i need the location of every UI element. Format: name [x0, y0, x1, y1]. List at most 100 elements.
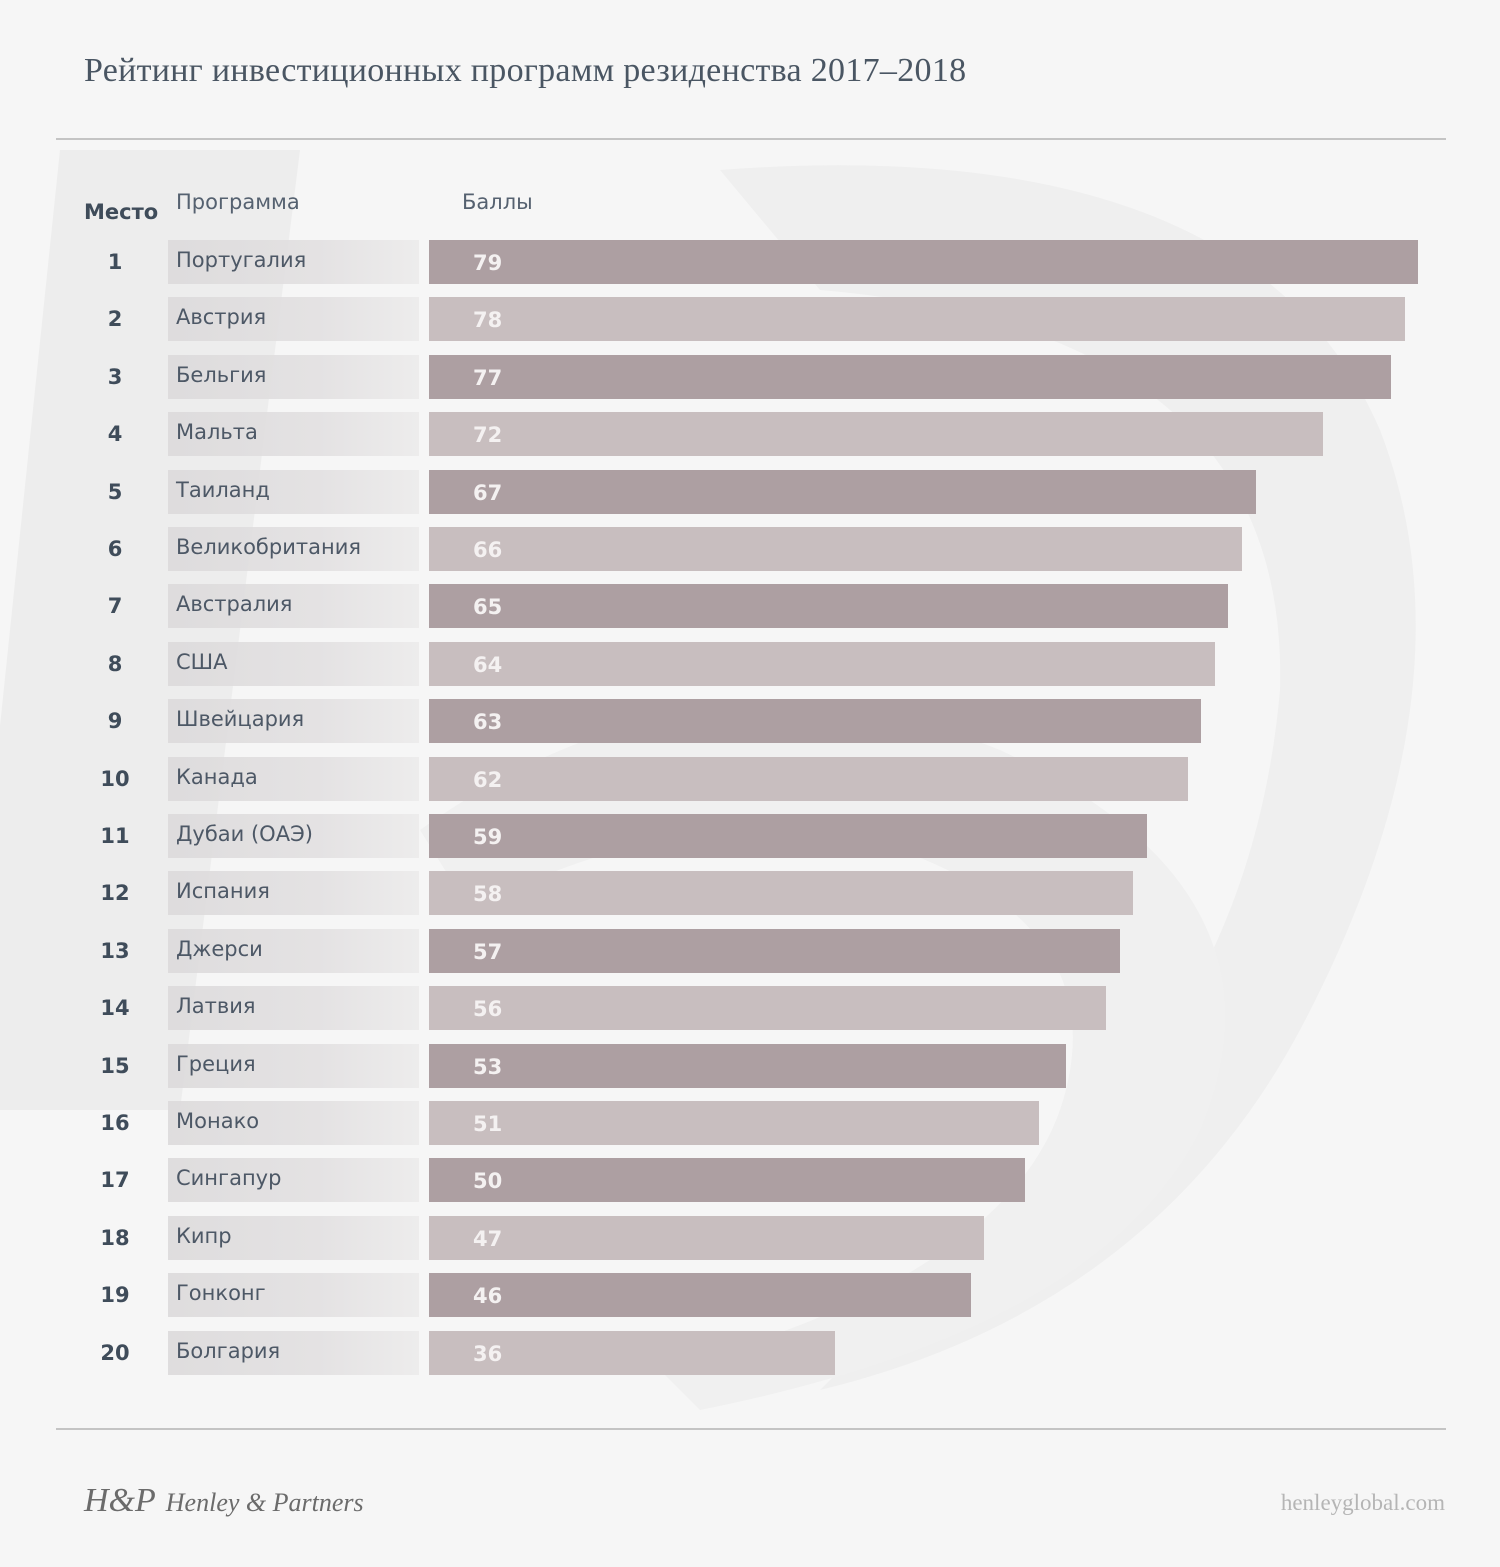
table-row: 15 Греция 53 [0, 1043, 1500, 1088]
bar: 77 [429, 354, 1392, 399]
table-row: 17 Сингапур 50 [0, 1158, 1500, 1203]
program-cell: Австралия [168, 584, 419, 629]
category-label: Португалия [176, 248, 307, 272]
data-label: 77 [473, 365, 503, 390]
data-label: 78 [473, 308, 503, 333]
bar: 78 [429, 297, 1405, 342]
table-row: 14 Латвия 56 [0, 986, 1500, 1031]
henley-partners-logo: H&P Henley & Partners [84, 1482, 364, 1520]
table-row: 20 Болгария 36 [0, 1330, 1500, 1375]
data-label: 62 [473, 767, 503, 792]
bar: 64 [429, 641, 1215, 686]
rank-label: 19 [100, 1283, 130, 1308]
top-divider [56, 138, 1446, 140]
brand-name: Henley & Partners [165, 1488, 364, 1517]
table-row: 11 Дубаи (ОАЭ) 59 [0, 814, 1500, 858]
bar: 62 [429, 756, 1188, 801]
category-label: Сингапур [176, 1166, 282, 1191]
program-cell: Таиланд [168, 469, 419, 514]
program-cell: Швейцария [168, 699, 419, 744]
category-label: Монако [176, 1109, 260, 1133]
data-label: 79 [473, 251, 503, 275]
rank-label: 1 [107, 250, 123, 274]
rank-label: 10 [100, 766, 130, 791]
category-label: Болгария [176, 1338, 281, 1363]
program-cell: Великобритания [168, 527, 419, 571]
bar: 66 [429, 527, 1242, 571]
program-cell: Болгария [168, 1330, 419, 1375]
rank-label: 9 [107, 709, 123, 734]
table-row: 2 Австрия 78 [0, 297, 1500, 342]
bar: 65 [429, 584, 1229, 629]
category-label: Кипр [176, 1223, 232, 1248]
table-row: 5 Таиланд 67 [0, 469, 1500, 514]
data-label: 59 [473, 825, 503, 849]
data-label: 56 [473, 997, 503, 1022]
table-row: 7 Австралия 65 [0, 584, 1500, 629]
bottom-divider [56, 1428, 1446, 1430]
category-label: Гонконг [176, 1281, 266, 1306]
program-cell: Австрия [168, 297, 419, 342]
program-cell: Дубаи (ОАЭ) [168, 814, 419, 858]
table-row: 10 Канада 62 [0, 756, 1500, 801]
table-row: 1 Португалия 79 [0, 240, 1500, 284]
rank-label: 5 [107, 479, 123, 504]
rank-label: 14 [100, 996, 130, 1021]
data-label: 51 [473, 1112, 503, 1136]
program-cell: Монако [168, 1101, 419, 1145]
bar: 58 [429, 871, 1134, 916]
data-label: 58 [473, 882, 503, 907]
hp-monogram-icon: H&P [84, 1482, 156, 1519]
rank-label: 20 [100, 1340, 130, 1365]
program-cell: Сингапур [168, 1158, 419, 1203]
rank-label: 11 [100, 824, 130, 848]
table-row: 13 Джерси 57 [0, 928, 1500, 973]
rank-label: 18 [100, 1225, 130, 1250]
program-cell: Мальта [168, 412, 419, 457]
bar: 51 [429, 1101, 1039, 1145]
bar: 53 [429, 1043, 1066, 1088]
table-row: 3 Бельгия 77 [0, 354, 1500, 399]
bar: 67 [429, 469, 1256, 514]
category-label: Греция [176, 1051, 256, 1076]
table-row: 19 Гонконг 46 [0, 1273, 1500, 1318]
category-label: Испания [176, 879, 270, 904]
column-header-score: Баллы [462, 190, 533, 214]
rank-label: 13 [100, 938, 130, 963]
category-label: США [176, 649, 228, 674]
table-row: 18 Кипр 47 [0, 1215, 1500, 1260]
bar: 36 [429, 1330, 836, 1375]
rank-label: 7 [107, 594, 123, 619]
data-label: 63 [473, 710, 503, 735]
program-cell: Бельгия [168, 354, 419, 399]
table-row: 16 Монако 51 [0, 1101, 1500, 1145]
program-cell: Португалия [168, 240, 419, 284]
category-label: Джерси [176, 936, 263, 961]
data-label: 47 [473, 1226, 503, 1251]
rank-label: 15 [100, 1053, 130, 1078]
category-label: Дубаи (ОАЭ) [176, 822, 313, 846]
category-label: Великобритания [176, 535, 361, 559]
bar: 59 [429, 814, 1148, 858]
rank-label: 3 [107, 364, 123, 389]
bar: 56 [429, 986, 1107, 1031]
table-row: 8 США 64 [0, 641, 1500, 686]
website-link[interactable]: henleyglobal.com [1280, 1490, 1445, 1515]
table-row: 4 Мальта 72 [0, 412, 1500, 457]
program-cell: Канада [168, 756, 419, 801]
bar: 72 [429, 412, 1324, 457]
bar: 46 [429, 1273, 971, 1318]
table-row: 12 Испания 58 [0, 871, 1500, 916]
program-cell: Испания [168, 871, 419, 916]
data-label: 66 [473, 538, 503, 562]
category-label: Австрия [176, 305, 267, 330]
category-label: Канада [176, 764, 258, 789]
rank-label: 4 [107, 422, 123, 447]
rank-label: 16 [100, 1111, 130, 1135]
table-row: 6 Великобритания 66 [0, 527, 1500, 571]
rank-label: 17 [100, 1168, 130, 1193]
category-label: Австралия [176, 592, 293, 617]
data-label: 36 [473, 1341, 503, 1366]
rank-label: 6 [107, 537, 123, 561]
